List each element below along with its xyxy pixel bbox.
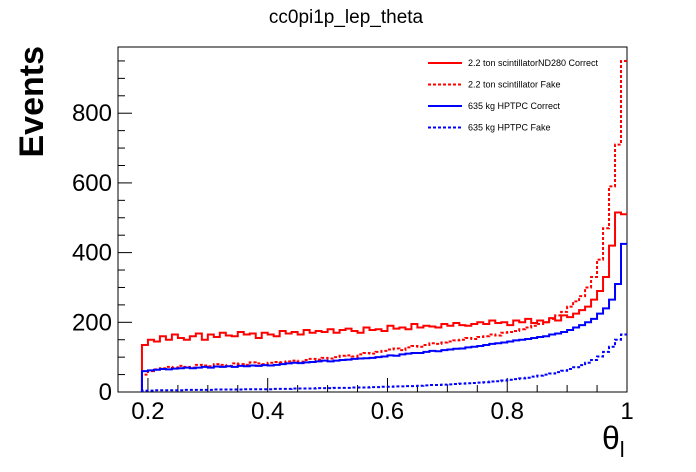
- y-tick-label: 400: [72, 240, 112, 267]
- series-layer: [140, 59, 627, 392]
- x-axis-ticks: 0.2 0.4 0.6 0.8 1: [117, 378, 634, 425]
- legend-label: 2.2 ton scintillatorND280 Correct: [468, 58, 599, 68]
- x-axis-title-subscript: l: [620, 437, 625, 462]
- x-tick-label: 0.6: [371, 398, 404, 425]
- x-axis-title-symbol: θ: [602, 420, 620, 456]
- legend-label: 635 kg HPTPC Fake: [468, 123, 551, 133]
- x-tick-label: 0.4: [251, 398, 284, 425]
- x-tick-label: 0.8: [491, 398, 524, 425]
- legend-label: 635 kg HPTPC Correct: [468, 101, 561, 111]
- y-tick-label: 200: [72, 309, 112, 336]
- series-line-4: [140, 333, 627, 392]
- legend: 2.2 ton scintillatorND280 Correct 2.2 ton…: [428, 58, 599, 133]
- x-tick-label: 0.2: [131, 398, 164, 425]
- y-axis-title: Events: [13, 46, 51, 158]
- chart-title: cc0pi1p_lep_theta: [269, 7, 424, 28]
- y-tick-label: 0: [99, 379, 112, 406]
- y-tick-label: 800: [72, 100, 112, 127]
- x-tick-label: 1: [620, 398, 633, 425]
- y-axis-ticks: 0 200 400 600 800: [72, 60, 132, 406]
- series-line-2: [140, 59, 627, 392]
- plot-frame: [117, 46, 628, 393]
- x-axis-title: θl: [602, 420, 625, 462]
- series-line-3: [140, 242, 627, 392]
- y-tick-label: 600: [72, 170, 112, 197]
- legend-label: 2.2 ton scintillator Fake: [468, 80, 561, 90]
